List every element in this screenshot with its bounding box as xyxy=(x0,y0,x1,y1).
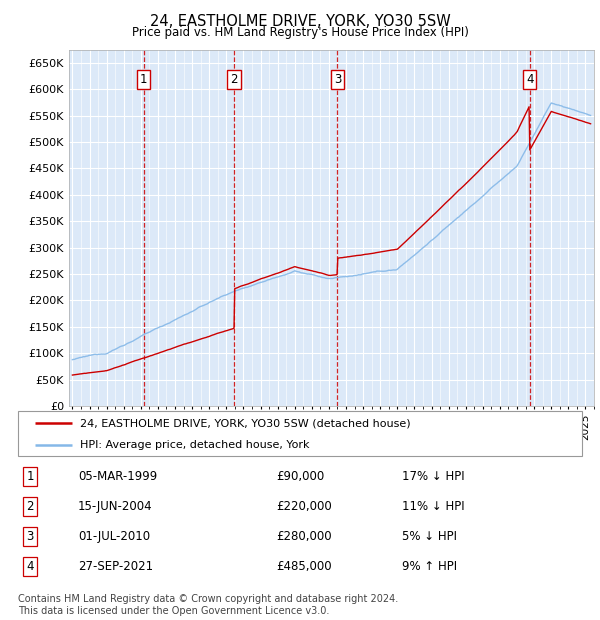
Text: 24, EASTHOLME DRIVE, YORK, YO30 5SW (detached house): 24, EASTHOLME DRIVE, YORK, YO30 5SW (det… xyxy=(80,418,410,428)
Text: 3: 3 xyxy=(26,530,34,542)
Text: Price paid vs. HM Land Registry's House Price Index (HPI): Price paid vs. HM Land Registry's House … xyxy=(131,26,469,39)
Text: 05-MAR-1999: 05-MAR-1999 xyxy=(78,471,157,483)
Text: 1: 1 xyxy=(140,73,148,86)
Text: 27-SEP-2021: 27-SEP-2021 xyxy=(78,560,153,572)
Text: 17% ↓ HPI: 17% ↓ HPI xyxy=(402,471,464,483)
Text: 4: 4 xyxy=(26,560,34,572)
Text: HPI: Average price, detached house, York: HPI: Average price, detached house, York xyxy=(80,440,310,450)
Text: 3: 3 xyxy=(334,73,341,86)
Text: 11% ↓ HPI: 11% ↓ HPI xyxy=(402,500,464,513)
Text: 9% ↑ HPI: 9% ↑ HPI xyxy=(402,560,457,572)
Text: 1: 1 xyxy=(26,471,34,483)
Text: 2: 2 xyxy=(26,500,34,513)
Text: 5% ↓ HPI: 5% ↓ HPI xyxy=(402,530,457,542)
Text: £485,000: £485,000 xyxy=(276,560,332,572)
Text: 24, EASTHOLME DRIVE, YORK, YO30 5SW: 24, EASTHOLME DRIVE, YORK, YO30 5SW xyxy=(149,14,451,29)
Text: £90,000: £90,000 xyxy=(276,471,324,483)
Text: 15-JUN-2004: 15-JUN-2004 xyxy=(78,500,152,513)
Text: Contains HM Land Registry data © Crown copyright and database right 2024.
This d: Contains HM Land Registry data © Crown c… xyxy=(18,594,398,616)
Text: 4: 4 xyxy=(526,73,533,86)
Text: 01-JUL-2010: 01-JUL-2010 xyxy=(78,530,150,542)
Text: £280,000: £280,000 xyxy=(276,530,332,542)
Text: £220,000: £220,000 xyxy=(276,500,332,513)
Text: 2: 2 xyxy=(230,73,238,86)
